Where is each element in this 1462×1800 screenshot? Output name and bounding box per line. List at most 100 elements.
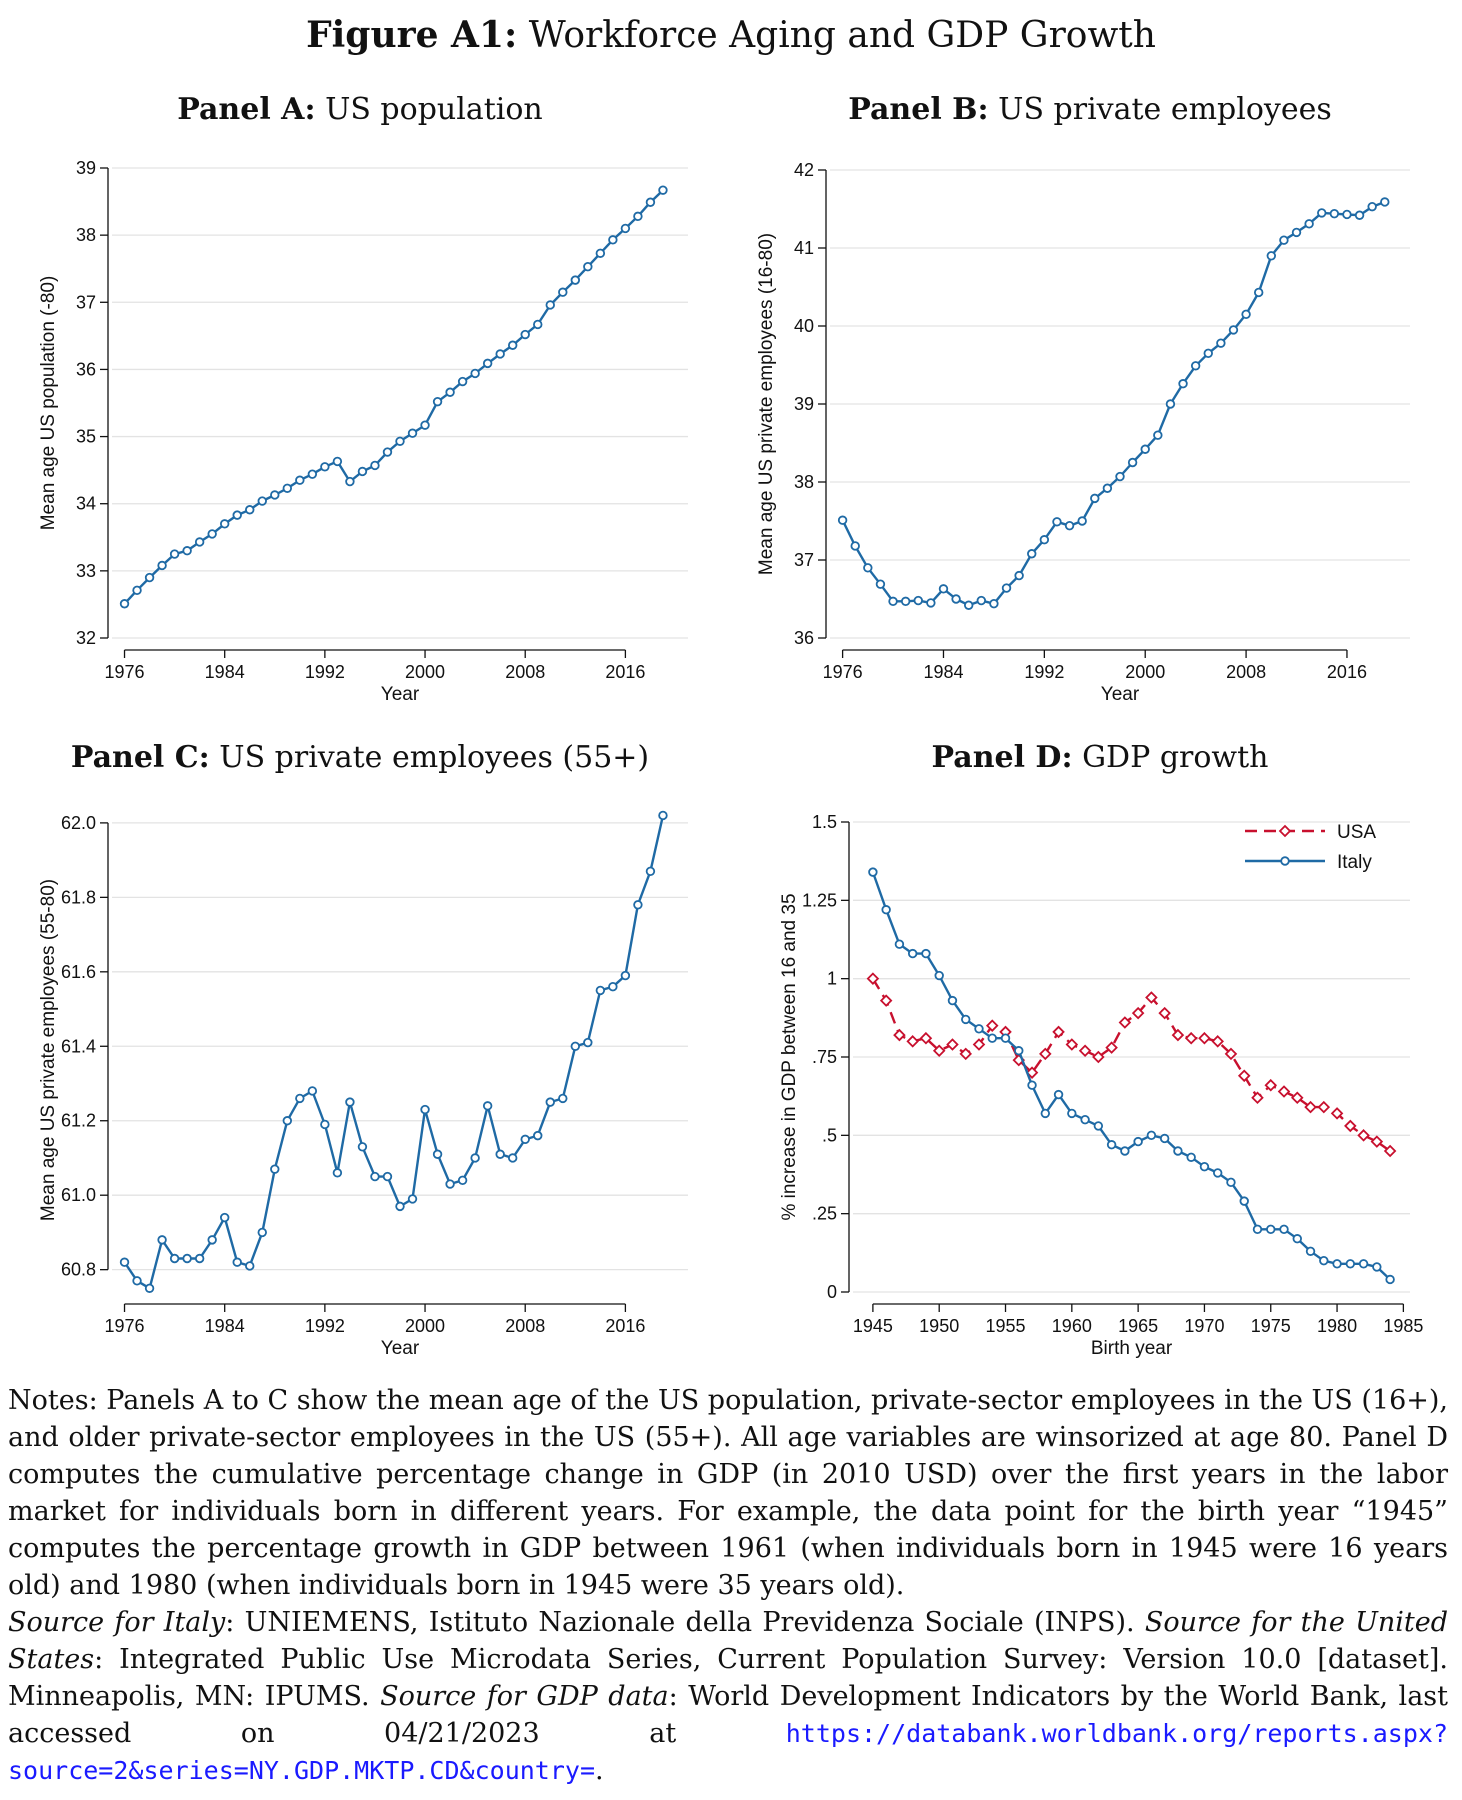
italy-data-point <box>1014 1046 1024 1056</box>
italy-data-point <box>1120 1146 1130 1156</box>
y-tick-label: 38 <box>794 472 814 492</box>
y-tick-label: 39 <box>76 158 96 178</box>
source-gdp-text: : World Development Indicators by the Wo… <box>8 1681 1449 1749</box>
series-1-data-point <box>482 358 493 369</box>
panel-c-title-bold: Panel C: <box>70 740 210 775</box>
series-1-data-point <box>370 1171 380 1182</box>
series-1-data-point <box>1203 348 1213 358</box>
italy-data-point <box>1159 1133 1170 1144</box>
series-1-data-point <box>320 1119 330 1130</box>
usa-data-point <box>1065 1038 1079 1051</box>
usa-data-point <box>1078 1044 1092 1058</box>
series-1-data-point <box>482 1101 493 1111</box>
series-1-data-point <box>345 476 355 487</box>
panel-a-title-text: US population <box>325 92 543 127</box>
usa-data-point <box>1224 1047 1238 1061</box>
usa-data-point <box>1052 1025 1065 1039</box>
panel-b-title-text: US private employees <box>998 92 1332 127</box>
series-1-data-point <box>1178 379 1188 389</box>
series-1-data-point <box>132 585 142 596</box>
series-1-data-point <box>507 1153 518 1163</box>
y-tick-label: .25 <box>812 1204 837 1224</box>
y-axis-label: Mean age US population (-80) <box>38 276 59 531</box>
x-tick-label: 2016 <box>605 1316 645 1336</box>
series-1-data-point <box>194 1253 205 1264</box>
series-1-data-point <box>1329 208 1340 219</box>
series-1-data-point <box>1165 399 1176 409</box>
y-tick-label: 37 <box>794 550 814 570</box>
italy-data-point <box>1319 1255 1329 1266</box>
usa-data-point <box>1025 1066 1039 1079</box>
usa-data-point <box>1145 991 1158 1004</box>
x-axis-label: Year <box>381 1338 420 1359</box>
usa-data-point <box>1383 1144 1397 1158</box>
panel-a-title-bold: Panel A: <box>177 92 316 127</box>
italy-data-point <box>1106 1140 1117 1150</box>
source-italy-text: : UNIEMENS, Istituto Nazionale della Pre… <box>225 1607 1145 1638</box>
series-1-data-point <box>900 596 911 607</box>
series-1-data-point <box>420 1104 430 1115</box>
series-1-data-point <box>1077 516 1087 526</box>
y-tick-label: .5 <box>822 1125 837 1145</box>
source-gdp-link[interactable]: https://databank.worldbank.org/reports.a… <box>8 1719 1448 1785</box>
italy-data-point <box>921 948 931 959</box>
x-tick-label: 2000 <box>405 1316 445 1336</box>
series-1-data-point <box>407 1194 418 1204</box>
series-1-data-point <box>1153 430 1163 440</box>
series-1-data-point <box>608 235 618 245</box>
series-1-data-point <box>658 810 668 821</box>
y-tick-label: 38 <box>76 225 96 245</box>
x-tick-label: 1960 <box>1052 1316 1092 1336</box>
source-us-label: Source for the United States <box>8 1607 1448 1675</box>
usa-data-point <box>1370 1135 1384 1148</box>
usa-data-point <box>959 1047 972 1061</box>
series-1-data-point <box>219 1212 230 1223</box>
charts-canvas: 32 33 34 35 36 37 38 39 1976 1984 1992 2000 2008 2016… <box>38 158 1423 1359</box>
series-1-data-point <box>495 349 505 359</box>
series-1-data-point <box>445 1179 455 1189</box>
usa-series-line <box>871 978 1391 1152</box>
series-1-data-point <box>119 1257 130 1267</box>
x-tick-label: 1976 <box>104 662 144 682</box>
y-tick-label: 62.0 <box>61 813 96 833</box>
series-1-data-point <box>875 579 886 589</box>
series-1-data-point <box>583 1037 593 1048</box>
series-1-data-point <box>382 1171 393 1182</box>
usa-data-point <box>1211 1035 1224 1048</box>
x-tick-label: 2016 <box>605 662 645 682</box>
y-tick-label: 39 <box>794 394 814 414</box>
y-axis-label: Mean age US private employees (55-80) <box>38 879 59 1221</box>
series-1-data-point <box>837 515 848 525</box>
y-tick-label: .75 <box>812 1047 837 1067</box>
series-1-data-point <box>1354 210 1365 220</box>
series-1-data-point <box>507 340 518 350</box>
series-1-data-point <box>1115 471 1125 482</box>
usa-data-point <box>1198 1031 1211 1045</box>
series-1-data-point <box>169 1253 180 1264</box>
x-tick-label: 1984 <box>205 662 245 682</box>
x-tick-label: 1992 <box>305 1316 345 1336</box>
series-1-data-point <box>407 428 418 438</box>
usa-data-point <box>932 1044 946 1058</box>
series-1-data-point <box>1342 209 1352 220</box>
series-1-data-point <box>282 483 293 493</box>
series-1-data-point <box>1241 309 1251 319</box>
x-tick-label: 1955 <box>985 1316 1025 1336</box>
series-1-data-point <box>207 1235 217 1245</box>
series-1-data-point <box>545 1097 555 1107</box>
usa-data-point <box>1277 1085 1291 1098</box>
series-1-data-point <box>119 599 130 609</box>
series-1-data-point <box>863 563 873 573</box>
usa-data-point <box>1118 1016 1132 1029</box>
y-tick-label: 61.2 <box>61 1111 96 1131</box>
panel-b-title-bold: Panel B: <box>848 92 989 127</box>
x-tick-label: 2008 <box>505 662 545 682</box>
series-1-data-point <box>495 1149 505 1159</box>
series-1-data-point <box>470 1153 480 1163</box>
series-1-data-point <box>457 1175 468 1186</box>
panel-c-chart: 60.8 61.0 61.2 61.4 61.6 61.8 62.0 1976 1984 1992… <box>38 810 688 1359</box>
panel-c-title: Panel C: US private employees (55+) <box>40 740 680 775</box>
series-1-data-point <box>257 496 267 506</box>
italy-data-point <box>1252 1224 1263 1235</box>
italy-data-point <box>1040 1108 1050 1119</box>
